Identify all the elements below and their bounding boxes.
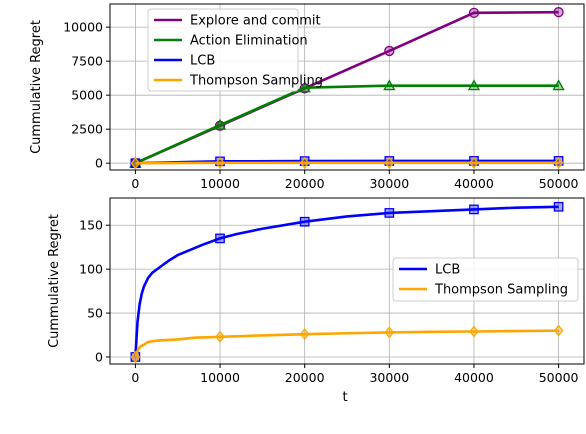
data-point [384,208,395,218]
y-tick-label: 2500 [71,122,103,137]
chart-panel-1: 0 10000 20000 30000 40000 50000 0 2500 5000 7500 1… [29,3,585,191]
series-thompson-sampling [130,324,564,364]
x-tick-label: 40000 [454,176,494,191]
data-point [553,201,564,212]
data-point [552,79,565,91]
data-point [467,79,481,91]
axes-frame [109,3,585,171]
data-point [384,156,395,169]
series-lcb [130,201,564,362]
data-point [468,7,480,18]
data-point [299,156,310,169]
y-tick-label: 0 [95,349,103,364]
series-line [134,205,559,358]
legend-box [392,257,579,302]
data-point [553,324,564,337]
data-point [469,156,479,166]
x-tick-label: 0 [131,370,139,385]
legend-entry: Thompson Sampling [434,283,568,298]
data-point [384,326,395,339]
y-tick-label: 0 [95,156,103,171]
data-point [553,7,564,18]
axes-frame [109,197,585,365]
data-point [383,79,396,91]
data-point [299,216,310,227]
legend: Explore and commit Action Elimination LCB T… [147,8,323,92]
y-tick-label: 10000 [63,20,103,35]
chart-panel-2: 0 10000 20000 30000 40000 50000 0 50 100 150 Cummu… [47,197,585,405]
data-point [469,156,479,169]
x-tick-label: 10000 [200,370,240,385]
legend-entry: Thompson Sampling [189,74,323,89]
series-action-elimination [129,79,565,168]
legend-entry: Explore and commit [190,14,321,29]
y-tick-label: 5000 [71,88,103,103]
data-point [469,325,479,338]
legend-box [147,8,299,92]
data-point [384,156,395,166]
data-point [299,328,310,341]
series-line [134,84,559,165]
x-tick-label: 20000 [285,176,325,191]
data-point [215,330,225,343]
y-tick-label: 50 [87,306,103,321]
y-axis-label: Cummulative Regret [47,214,62,348]
legend-entry: LCB [190,54,215,69]
x-tick-label: 50000 [539,176,579,191]
data-point [130,157,141,170]
x-tick-label: 50000 [539,370,579,385]
data-point [298,81,311,93]
y-tick-label: 150 [79,218,103,233]
series-thompson-sampling [130,156,564,170]
x-tick-label: 40000 [454,370,494,385]
data-point [130,350,141,364]
y-axis-label: Cummulative Regret [29,20,44,154]
x-tick-label: 30000 [369,370,409,385]
legend: LCB Thompson Sampling [392,257,579,302]
y-tick-label: 100 [79,262,103,277]
data-point [553,156,564,166]
legend-entry: Action Elimination [190,34,308,49]
data-point [553,156,564,169]
legend-entry: LCB [435,263,460,278]
x-tick-label: 0 [131,176,139,191]
y-tick-label: 7500 [71,54,103,69]
data-point [215,156,225,169]
x-tick-label: 10000 [200,176,240,191]
data-point [213,118,227,130]
data-point [469,204,479,215]
x-tick-label: 20000 [285,370,325,385]
x-tick-label: 30000 [369,176,409,191]
data-point [384,45,395,57]
x-axis-label: t [342,390,347,405]
data-point [215,233,225,244]
series-line [134,329,559,358]
